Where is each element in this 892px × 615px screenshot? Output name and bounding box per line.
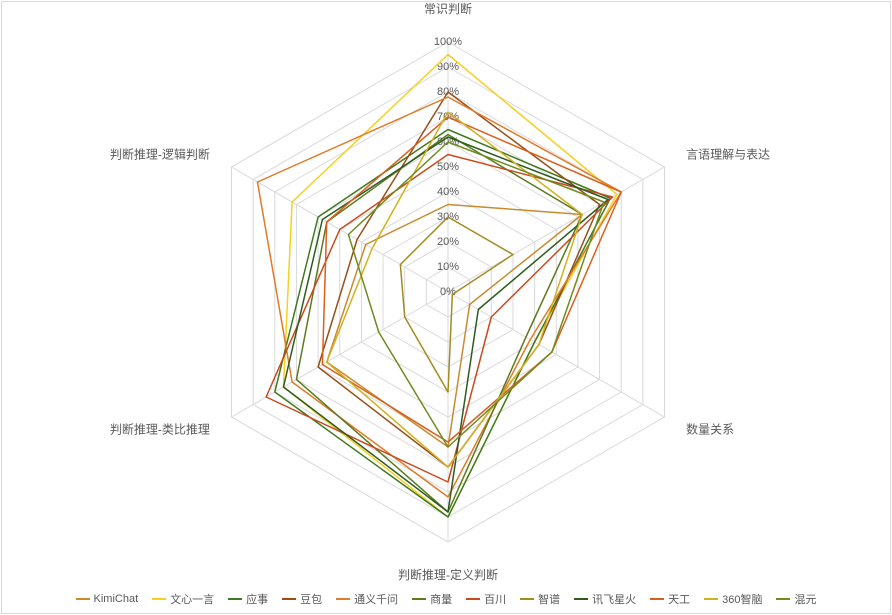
legend-label: KimiChat	[94, 593, 139, 605]
legend-item: 豆包	[282, 591, 322, 607]
legend-item: 天工	[650, 591, 690, 607]
legend-item: 智谱	[520, 591, 560, 607]
legend-swatch	[336, 598, 350, 600]
legend-swatch	[574, 598, 588, 600]
legend-label: 360智脑	[722, 591, 762, 607]
legend-item: 通义千问	[336, 591, 398, 607]
legend-swatch	[776, 598, 790, 600]
tick-label: 90%	[437, 61, 459, 73]
legend-swatch	[412, 598, 426, 600]
legend-item: KimiChat	[76, 591, 139, 607]
axis-label: 判断推理-定义判断	[398, 567, 498, 582]
legend-swatch	[650, 598, 664, 600]
legend-item: 应事	[228, 591, 268, 607]
legend-swatch	[76, 598, 90, 600]
tick-label: 100%	[434, 36, 462, 48]
legend: KimiChat 文心一言 应事 豆包 通义千问 商量 百川 智谱 讯飞星火 天工 360智脑 混元	[2, 591, 890, 607]
legend-swatch	[228, 598, 242, 600]
radar-chart-frame: 0%10%20%30%40%50%60%70%80%90%100%常识判断言语理…	[1, 1, 891, 614]
tick-label: 50%	[437, 161, 459, 173]
legend-swatch	[520, 598, 534, 600]
legend-label: 文心一言	[170, 591, 214, 607]
tick-label: 10%	[437, 261, 459, 273]
legend-item: 混元	[776, 591, 816, 607]
legend-label: 混元	[794, 591, 816, 607]
axis-label: 数量关系	[686, 422, 734, 437]
legend-item: 文心一言	[152, 591, 214, 607]
tick-label: 20%	[437, 236, 459, 248]
legend-label: 天工	[668, 591, 690, 607]
legend-item: 商量	[412, 591, 452, 607]
tick-label: 40%	[437, 186, 459, 198]
legend-swatch	[152, 598, 166, 600]
legend-label: 通义千问	[354, 591, 398, 607]
legend-item: 360智脑	[704, 591, 762, 607]
legend-label: 商量	[430, 591, 452, 607]
legend-swatch	[466, 598, 480, 600]
axis-label: 判断推理-逻辑判断	[110, 147, 210, 162]
legend-label: 讯飞星火	[592, 591, 636, 607]
axis-label: 常识判断	[424, 2, 472, 16]
legend-label: 百川	[484, 591, 506, 607]
legend-label: 豆包	[300, 591, 322, 607]
legend-label: 应事	[246, 591, 268, 607]
legend-swatch	[704, 598, 718, 600]
radar-chart: 0%10%20%30%40%50%60%70%80%90%100%常识判断言语理…	[2, 2, 892, 582]
legend-item: 讯飞星火	[574, 591, 636, 607]
axis-label: 判断推理-类比推理	[110, 422, 210, 437]
legend-item: 百川	[466, 591, 506, 607]
legend-swatch	[282, 598, 296, 600]
legend-label: 智谱	[538, 591, 560, 607]
axis-label: 言语理解与表达	[686, 148, 770, 162]
tick-label: 0%	[440, 286, 456, 298]
